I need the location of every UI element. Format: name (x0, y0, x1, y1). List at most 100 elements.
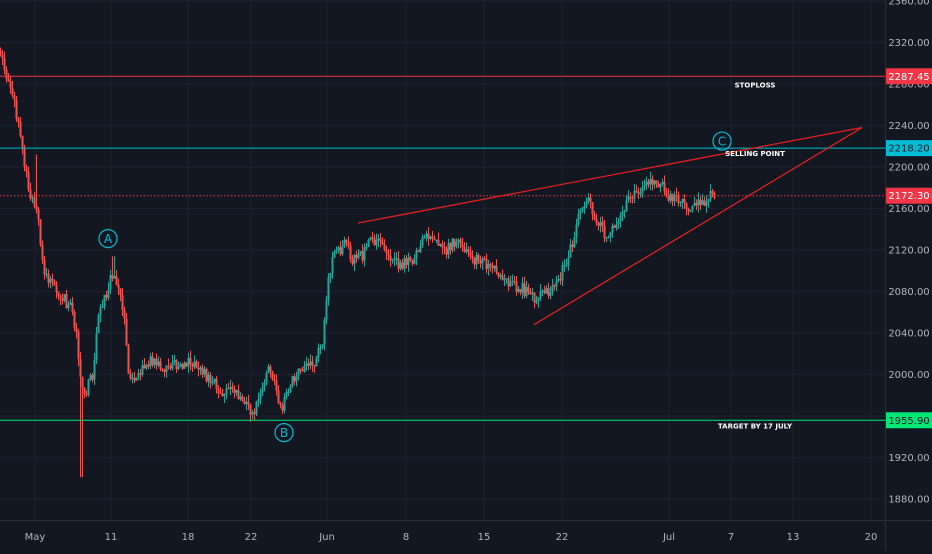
candle-body (106, 295, 108, 298)
candle-body (304, 366, 306, 371)
candle-body (292, 376, 294, 385)
candle-body (122, 295, 124, 310)
candle-body (522, 283, 524, 292)
candle-body (150, 356, 152, 366)
price-tag: 2218.20 (886, 140, 932, 156)
candle-body (252, 412, 254, 414)
candle-body (90, 375, 92, 379)
candle-body (502, 275, 504, 279)
candle-body (626, 201, 628, 212)
time-tick-label: 13 (787, 532, 800, 543)
candle-body (340, 247, 342, 254)
candle-body (686, 203, 688, 208)
candle-body (458, 240, 460, 242)
candle-body (208, 375, 210, 381)
price-tag-label: 2287.45 (888, 72, 929, 83)
candle-body (348, 243, 350, 246)
candle-body (604, 226, 606, 238)
candle-body (92, 375, 94, 380)
candle-body (310, 361, 312, 365)
candle-body (370, 237, 372, 240)
candle-body (412, 260, 414, 263)
candle-body (258, 399, 260, 401)
price-tag-label: 2218.20 (888, 144, 929, 155)
candle-body (536, 301, 538, 303)
candle-body (222, 393, 224, 396)
candle-body (656, 180, 658, 183)
candle-body (96, 333, 98, 360)
candle-body (0, 51, 2, 55)
candle-body (554, 285, 556, 286)
candle-body (418, 251, 420, 252)
candle-body (666, 191, 668, 196)
candle-body (436, 240, 438, 241)
candle-body (218, 389, 220, 393)
candle-body (260, 393, 262, 400)
candle-body (312, 361, 314, 365)
candle-body (492, 266, 494, 268)
candle-body (496, 266, 498, 273)
candle-body (480, 260, 482, 263)
candle-body (158, 362, 160, 366)
candle-body (126, 319, 128, 346)
candle-body (230, 387, 232, 389)
candle-body (630, 197, 632, 199)
candle-body (234, 389, 236, 393)
candle (128, 344, 130, 374)
candle-body (72, 303, 74, 312)
candle-body (544, 290, 546, 293)
candle-body (130, 374, 132, 379)
candle-body (646, 182, 648, 186)
candle-body (164, 370, 166, 372)
candle-body (82, 377, 84, 388)
candle-body (320, 348, 322, 349)
candle-body (224, 394, 226, 396)
candle-body (648, 182, 650, 185)
candle-body (88, 379, 90, 394)
candle-body (590, 198, 592, 203)
candle-body (694, 203, 696, 205)
candle-body (474, 258, 476, 265)
candle-body (434, 238, 436, 240)
candle-body (592, 202, 594, 214)
candle-body (616, 224, 618, 227)
candle (40, 219, 42, 247)
candle-body (658, 184, 660, 188)
candle-body (194, 361, 196, 366)
candle-body (504, 279, 506, 280)
candle-body (628, 197, 630, 201)
candle-body (60, 296, 62, 299)
candle-body (426, 234, 428, 238)
candle-body (314, 365, 316, 366)
candle (88, 379, 90, 397)
candle-body (138, 373, 140, 377)
candle-body (362, 251, 364, 260)
candle-body (358, 253, 360, 258)
candle-body (642, 187, 644, 194)
candle-body (538, 298, 540, 301)
candle-body (56, 285, 58, 291)
candle-body (172, 362, 174, 369)
candle-body (84, 387, 86, 394)
candle-body (576, 224, 578, 237)
candle-body (516, 282, 518, 292)
candle-body (384, 245, 386, 250)
candle (98, 313, 100, 333)
candle-body (256, 401, 258, 414)
candle-body (342, 246, 344, 254)
candle-body (32, 197, 34, 198)
candle-body (476, 255, 478, 264)
candle-body (526, 287, 528, 296)
candle-body (548, 288, 550, 296)
candle-body (408, 257, 410, 265)
candle-body (532, 293, 534, 294)
candle-body (52, 279, 54, 281)
candle-body (566, 265, 568, 266)
candle-body (482, 258, 484, 263)
candle-body (142, 365, 144, 374)
candle-body (664, 182, 666, 191)
candle-body (296, 377, 298, 382)
